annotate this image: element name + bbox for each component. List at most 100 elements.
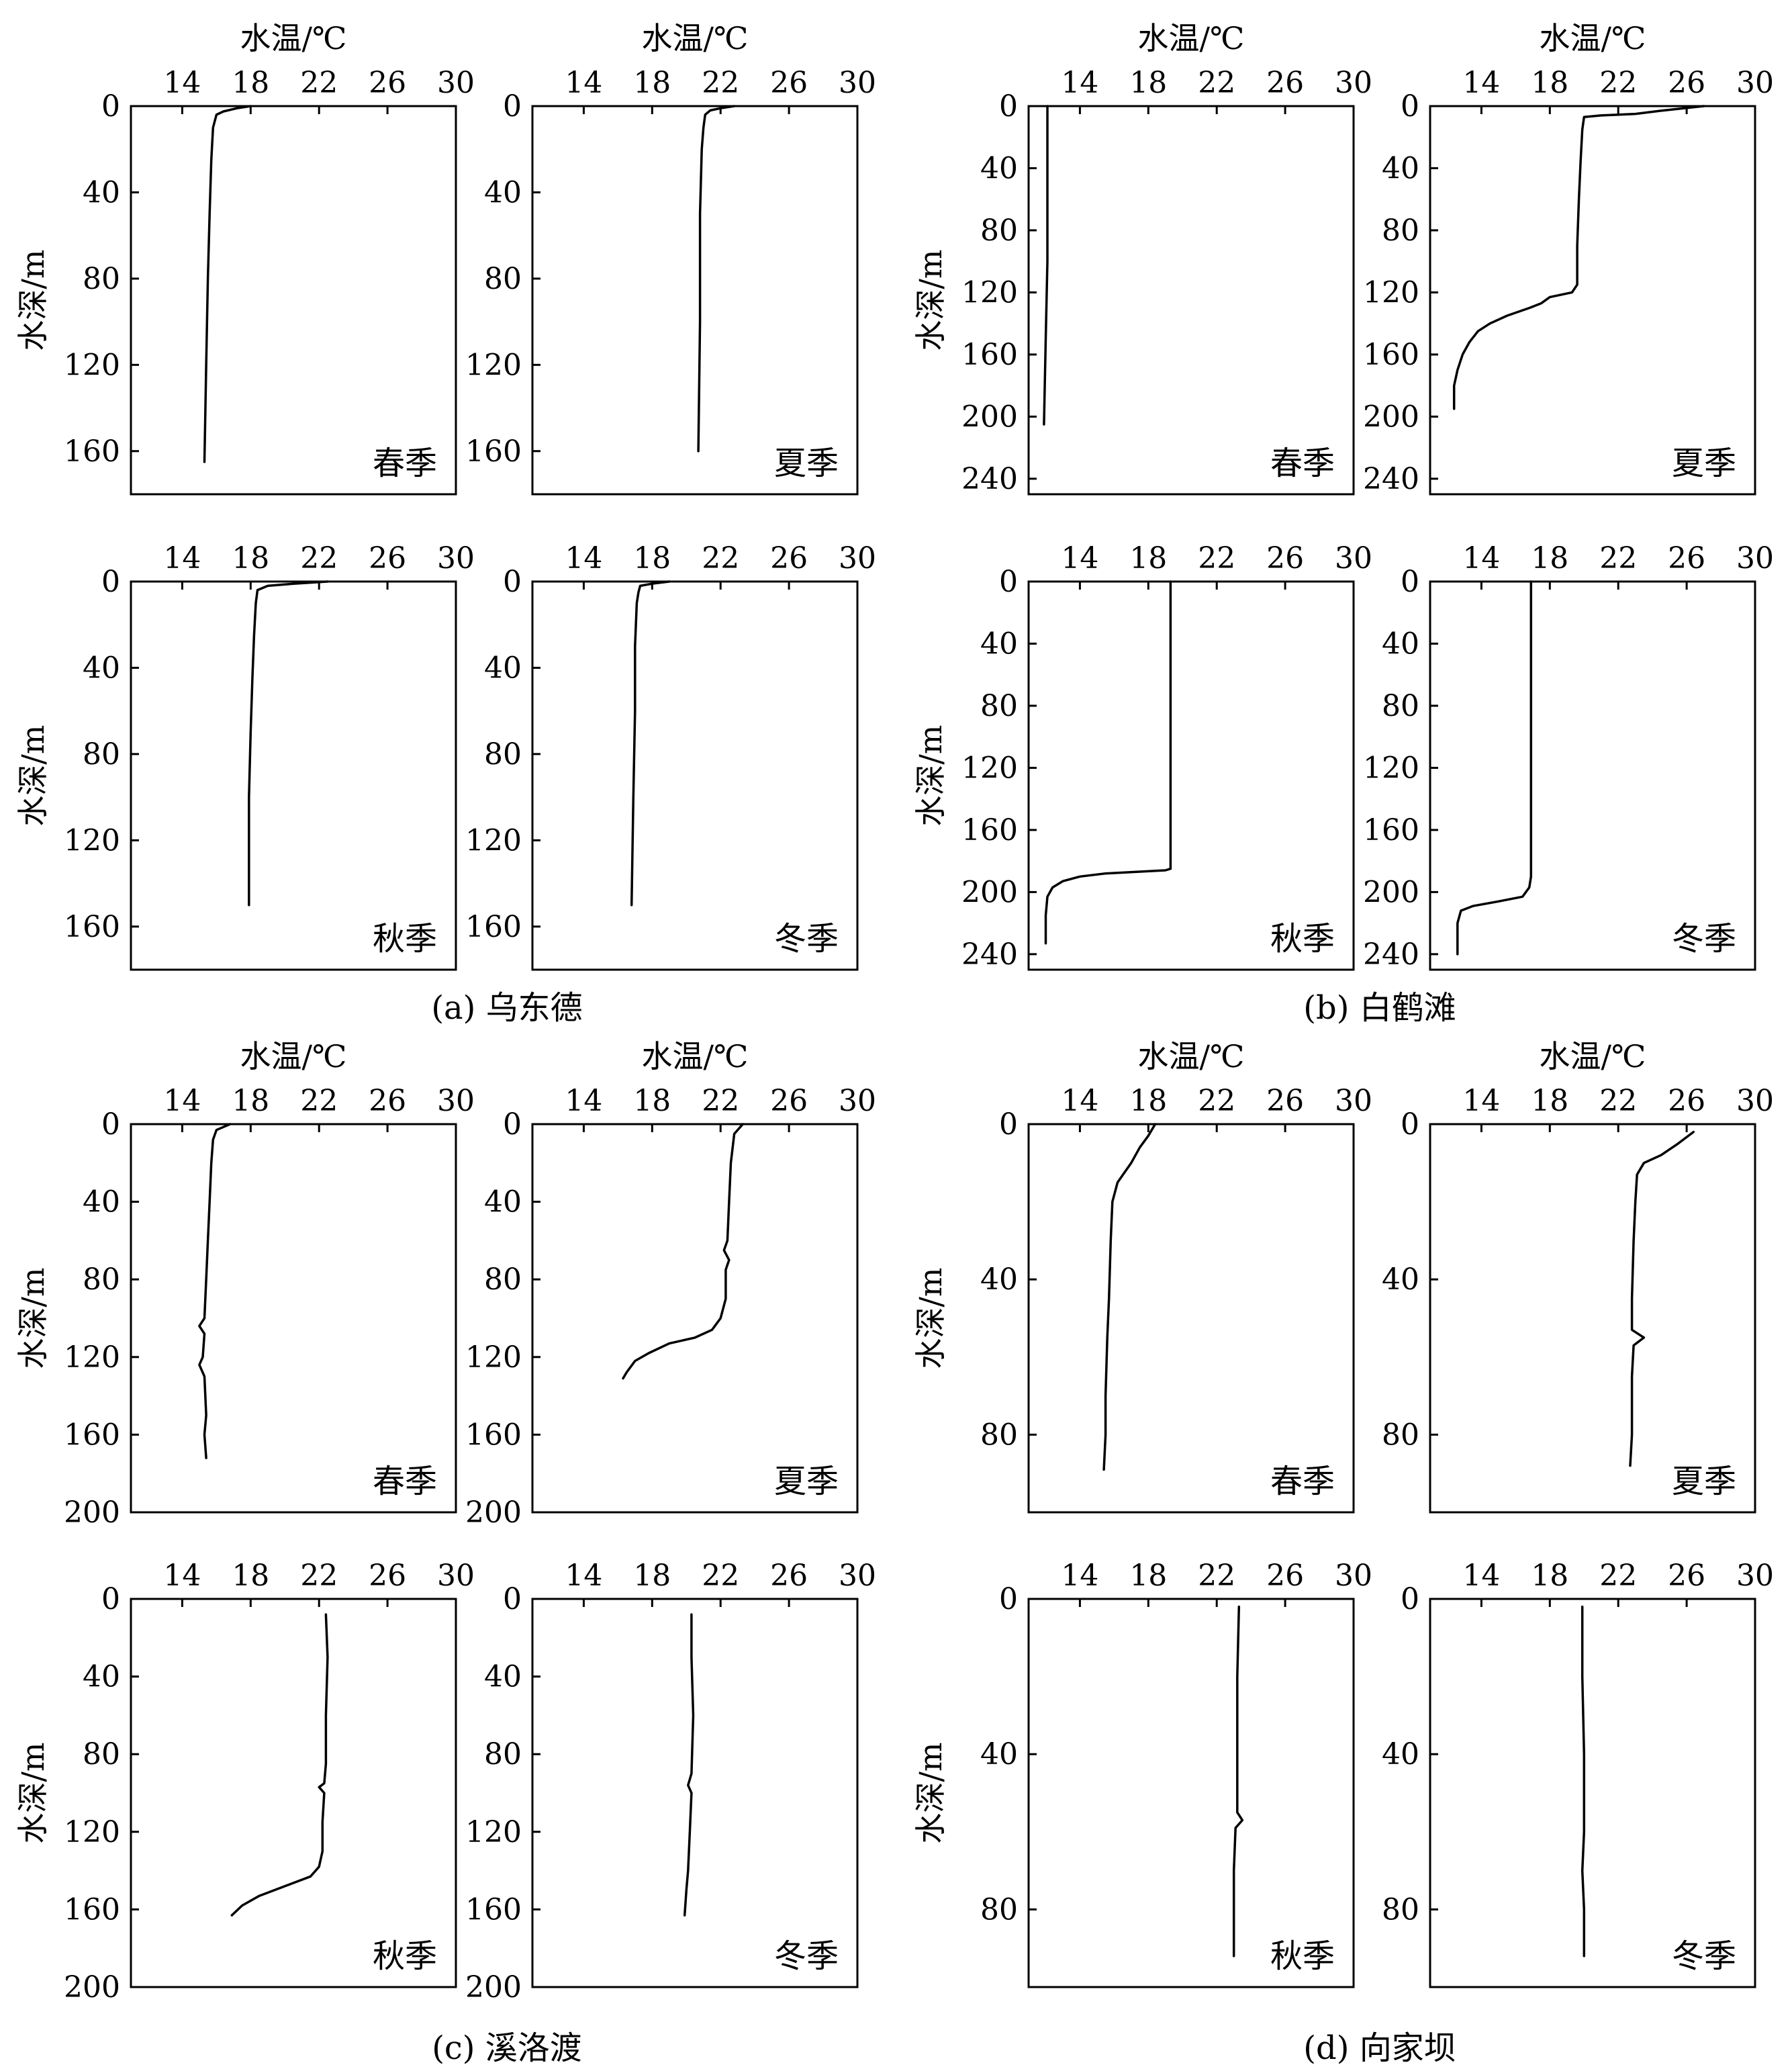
plot-frame [130,1598,457,1988]
x-tick-label: 14 [565,541,602,576]
x-tick-label: 26 [1266,1084,1304,1118]
y-tick-label: 0 [999,565,1018,599]
x-tick-label: 30 [437,1084,475,1118]
x-tick-label: 14 [565,1084,602,1118]
x-tick-label: 14 [1462,66,1500,100]
y-tick-label: 80 [1382,214,1419,248]
y-tick-label: 240 [961,937,1018,972]
temperature-profile-line [248,580,329,907]
y-tick-label: 80 [83,737,120,772]
x-tick-label: 30 [1736,541,1774,576]
season-label: 秋季 [373,1937,437,1975]
x-tick-label: 22 [1599,541,1637,576]
y-tick-label: 40 [980,627,1018,661]
y-tick-label: 80 [980,1892,1018,1927]
x-tick-label: 14 [1462,541,1500,576]
y-tick-label: 0 [101,1582,120,1616]
y-tick-label: 80 [484,1737,522,1771]
x-axis-label: 水温/℃ [240,20,347,56]
season-label: 夏季 [1672,445,1736,482]
x-tick-label: 14 [163,66,201,100]
x-tick-label: 18 [1129,1559,1167,1593]
x-tick-label: 22 [702,1559,739,1593]
x-tick-label: 30 [1736,66,1774,100]
y-tick-label: 0 [999,89,1018,124]
y-tick-label: 0 [503,565,522,599]
plot-frame [1429,105,1756,496]
temperature-profile-line [1102,1123,1157,1471]
y-tick-label: 120 [465,348,522,382]
season-label: 春季 [373,445,437,482]
x-tick-label: 30 [1736,1559,1774,1593]
x-tick-label: 18 [633,541,671,576]
plot-frame [1429,1123,1756,1514]
y-tick-label: 80 [980,214,1018,248]
x-tick-label: 30 [1335,1559,1372,1593]
season-label: 夏季 [774,445,839,482]
x-tick-label: 14 [1061,66,1098,100]
x-tick-label: 26 [1668,66,1705,100]
x-tick-label: 18 [232,541,269,576]
y-tick-label: 40 [83,1185,120,1219]
x-tick-label: 22 [1599,66,1637,100]
season-label: 秋季 [373,920,437,958]
x-tick-label: 30 [437,541,475,576]
y-tick-label: 200 [1363,400,1419,434]
caption-layer: (a) 乌东德 (b) 白鹤滩 (c) 溪洛渡 (d) 向家坝 [431,989,1456,2067]
x-tick-label: 26 [369,1084,406,1118]
plot-frame [1027,1123,1355,1514]
y-tick-label: 120 [64,1815,120,1849]
y-tick-label: 120 [961,275,1018,310]
y-tick-label: 0 [1401,89,1419,124]
y-axis-label: 水深/m [912,1267,949,1369]
panel-11: 14 18 22 26 30 0 40 80 120 160 200 水深/m 秋季 [15,1559,475,2005]
x-tick-label: 14 [1462,1559,1500,1593]
plot-frame [531,1598,859,1988]
y-tick-label: 120 [1363,275,1419,310]
x-tick-label: 22 [300,66,338,100]
x-tick-label: 30 [437,1559,475,1593]
x-tick-label: 18 [1129,66,1167,100]
temperature-profile-line [1452,105,1705,410]
y-tick-label: 0 [1401,1582,1419,1616]
y-tick-label: 80 [484,1262,522,1297]
y-tick-label: 120 [64,1340,120,1375]
x-tick-label: 18 [633,1084,671,1118]
season-label: 春季 [373,1463,437,1500]
y-tick-label: 240 [961,462,1018,496]
y-tick-label: 160 [64,910,120,944]
x-tick-label: 22 [1198,541,1235,576]
panel-9: 14 18 22 26 30 0 40 80 120 160 200 水温/℃ 水深/m 春季 [15,1038,475,1530]
y-tick-label: 160 [465,1418,522,1452]
x-tick-label: 26 [369,541,406,576]
y-tick-label: 80 [484,737,522,772]
plot-frame [130,580,457,971]
panel-12: 14 18 22 26 30 0 40 80 120 160 200 冬季 [465,1559,876,2005]
y-tick-label: 160 [961,813,1018,847]
x-tick-label: 14 [565,1559,602,1593]
x-tick-label: 14 [1061,1559,1098,1593]
x-tick-label: 30 [437,66,475,100]
y-tick-label: 240 [1363,462,1419,496]
temperature-profile-line [630,580,671,907]
x-tick-label: 26 [770,66,808,100]
y-tick-label: 40 [484,651,522,685]
y-axis-label: 水深/m [15,1267,51,1369]
panel-5: 14 18 22 26 30 0 40 80 120 160 200 240 水温/℃ 水深/m 春季 [912,20,1372,496]
y-tick-label: 0 [101,89,120,124]
y-tick-label: 40 [484,1660,522,1694]
x-axis-label: 水温/℃ [240,1038,347,1074]
panel-15: 14 18 22 26 30 0 40 80 水深/m 秋季 [912,1559,1372,1988]
y-tick-label: 80 [1382,689,1419,723]
plot-frame [1027,105,1355,496]
x-tick-label: 30 [1335,1084,1372,1118]
x-tick-label: 14 [565,66,602,100]
plot-frame [1027,1598,1355,1988]
y-axis-label: 水深/m [912,249,949,351]
x-tick-label: 22 [702,541,739,576]
x-tick-label: 30 [839,1559,876,1593]
y-tick-label: 200 [64,1970,120,2005]
x-tick-label: 18 [1531,66,1568,100]
plot-frame [531,1123,859,1514]
